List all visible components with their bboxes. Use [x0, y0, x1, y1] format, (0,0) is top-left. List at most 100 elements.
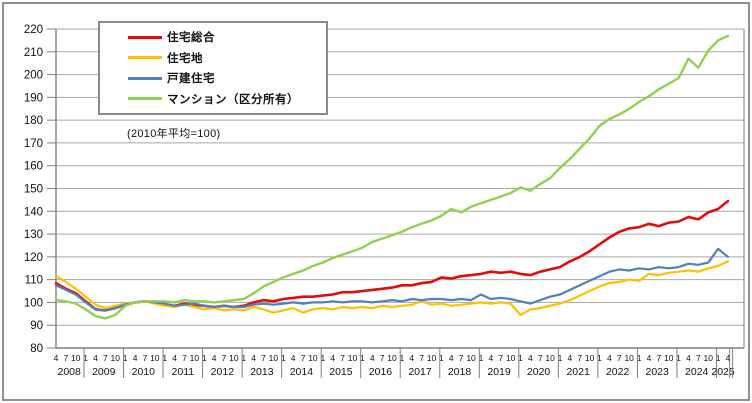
- x-month-label: 1: [558, 353, 563, 363]
- legend-label: 住宅地: [167, 52, 203, 65]
- x-month-label: 1: [202, 353, 207, 363]
- x-month-label: 10: [624, 353, 634, 363]
- x-year-label: 2015: [329, 366, 353, 378]
- x-month-label: 10: [150, 353, 160, 363]
- x-month-label: 1: [360, 353, 365, 363]
- x-month-label: 1: [597, 353, 602, 363]
- legend-label: 戸建住宅: [167, 73, 215, 86]
- x-year-label: 2010: [132, 366, 156, 378]
- x-month-label: 4: [251, 353, 256, 363]
- x-month-label: 10: [545, 353, 555, 363]
- x-year-label: 2021: [566, 366, 590, 378]
- legend-item: 戸建住宅: [128, 68, 326, 88]
- x-month-label: 7: [577, 353, 582, 363]
- legend-item: 住宅総合: [128, 27, 326, 47]
- x-month-label: 10: [71, 353, 81, 363]
- series-line-戸建住宅: [54, 247, 730, 312]
- x-year-label: 2019: [487, 366, 511, 378]
- x-month-label: 1: [439, 353, 444, 363]
- x-year-label: 2023: [645, 366, 669, 378]
- x-month-label: 7: [656, 353, 661, 363]
- legend-line-swatch: [128, 56, 162, 60]
- x-month-label: 4: [291, 353, 296, 363]
- x-month-label: 1: [676, 353, 681, 363]
- x-year-label: 2020: [527, 366, 551, 378]
- x-month-label: 4: [607, 353, 612, 363]
- legend-label: マンション（区分所有）: [167, 93, 299, 106]
- legend-line-swatch: [128, 76, 162, 80]
- x-month-label: 10: [704, 353, 714, 363]
- x-month-label: 10: [111, 353, 121, 363]
- y-axis-label: 80: [30, 343, 43, 355]
- x-month-label: 4: [568, 353, 573, 363]
- x-month-label: 1: [320, 353, 325, 363]
- x-month-label: 7: [301, 353, 306, 363]
- series-line-住宅総合: [54, 199, 730, 312]
- x-month-label: 10: [190, 353, 200, 363]
- y-axis-label: 170: [24, 138, 43, 150]
- x-month-label: 1: [162, 353, 167, 363]
- x-month-label: 4: [528, 353, 533, 363]
- x-month-label: 4: [330, 353, 335, 363]
- x-year-label: 2009: [92, 366, 116, 378]
- x-month-label: 7: [696, 353, 701, 363]
- x-year-label: 2025: [711, 366, 735, 378]
- x-month-label: 4: [488, 353, 493, 363]
- x-month-label: 1: [281, 353, 286, 363]
- y-axis-label: 200: [24, 70, 43, 82]
- x-month-label: 7: [64, 353, 69, 363]
- y-axis-label: 120: [24, 252, 43, 264]
- x-month-label: 10: [308, 353, 318, 363]
- y-axis-label: 130: [24, 229, 43, 241]
- x-month-label: 10: [229, 353, 239, 363]
- series-line-マンション（区分所有）: [54, 34, 730, 320]
- x-month-label: 7: [617, 353, 622, 363]
- x-year-label: 2017: [408, 366, 432, 378]
- x-month-label: 4: [172, 353, 177, 363]
- x-year-label: 2008: [57, 366, 81, 378]
- x-month-label: 4: [409, 353, 414, 363]
- x-month-label: 7: [419, 353, 424, 363]
- x-month-label: 1: [123, 353, 128, 363]
- legend-label: 住宅総合: [167, 32, 215, 45]
- x-year-label: 2011: [172, 366, 195, 378]
- y-axis-label: 140: [24, 206, 43, 218]
- x-month-label: 7: [340, 353, 345, 363]
- x-month-label: 10: [427, 353, 437, 363]
- series-line-住宅地: [54, 260, 730, 317]
- x-year-label: 2014: [290, 366, 314, 378]
- x-year-label: 2013: [250, 366, 274, 378]
- x-month-label: 7: [261, 353, 266, 363]
- x-month-label: 7: [222, 353, 227, 363]
- x-month-label: 1: [479, 353, 484, 363]
- x-month-label: 10: [506, 353, 516, 363]
- x-month-label: 1: [83, 353, 88, 363]
- x-month-label: 1: [400, 353, 405, 363]
- y-axis-label: 190: [24, 92, 43, 104]
- x-month-label: 7: [498, 353, 503, 363]
- x-month-label: 4: [212, 353, 217, 363]
- y-axis-label: 180: [24, 115, 43, 127]
- x-month-label: 10: [348, 353, 358, 363]
- x-month-label: 7: [143, 353, 148, 363]
- x-month-label: 7: [380, 353, 385, 363]
- x-month-label: 4: [133, 353, 138, 363]
- x-month-label: 7: [103, 353, 108, 363]
- y-axis-label: 100: [24, 297, 43, 309]
- y-axis-label: 220: [24, 24, 43, 36]
- y-axis-label: 150: [24, 184, 43, 196]
- x-month-label: 4: [93, 353, 98, 363]
- x-year-label: 2012: [211, 366, 235, 378]
- x-month-label: 10: [387, 353, 397, 363]
- legend-line-swatch: [128, 35, 162, 39]
- x-month-label: 7: [538, 353, 543, 363]
- legend-line-swatch: [128, 97, 162, 101]
- y-axis-label: 110: [25, 275, 43, 287]
- x-month-label: 1: [716, 353, 721, 363]
- legend: 住宅総合住宅地戸建住宅マンション（区分所有）: [98, 21, 328, 115]
- x-month-label: 4: [370, 353, 375, 363]
- x-month-label: 1: [241, 353, 246, 363]
- x-year-label: 2022: [606, 366, 630, 378]
